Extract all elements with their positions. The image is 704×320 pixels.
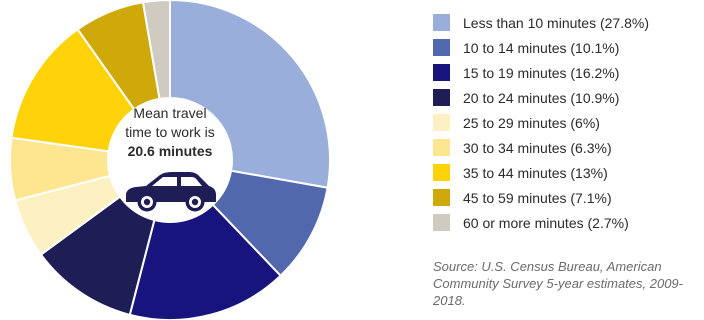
legend-label: 10 to 14 minutes (10.1%) [463, 39, 620, 56]
legend-label: 25 to 29 minutes (6%) [463, 114, 600, 131]
legend-label: 35 to 44 minutes (13%) [463, 164, 608, 181]
donut-slice-7 [10, 27, 136, 153]
legend-item-8: 45 to 59 minutes (7.1%) [433, 187, 649, 208]
donut-chart: Mean travel time to work is 20.6 minutes [0, 0, 350, 320]
center-label-line1: Mean travel [133, 105, 207, 121]
legend-item-3: 15 to 19 minutes (16.2%) [433, 62, 649, 83]
legend-item-4: 20 to 24 minutes (10.9%) [433, 87, 649, 108]
center-label-value: 20.6 minutes [127, 143, 213, 159]
legend-item-5: 25 to 29 minutes (6%) [433, 112, 649, 133]
legend-swatch [433, 64, 450, 81]
center-label-line2: time to work is [125, 124, 215, 140]
source-note: Source: U.S. Census Bureau, American Com… [433, 259, 683, 308]
donut-slice-9 [141, 0, 171, 101]
legend-item-7: 35 to 44 minutes (13%) [433, 162, 649, 183]
center-label: Mean travel time to work is 20.6 minutes [100, 104, 240, 161]
legend-swatch [433, 189, 450, 206]
legend-label: Less than 10 minutes (27.8%) [463, 14, 649, 31]
legend-swatch [433, 164, 450, 181]
legend-label: 45 to 59 minutes (7.1%) [463, 189, 612, 206]
legend-label: 60 or more minutes (2.7%) [463, 214, 629, 231]
legend-label: 20 to 24 minutes (10.9%) [463, 89, 620, 106]
legend-swatch [433, 139, 450, 156]
legend-swatch [433, 114, 450, 131]
legend-swatch [433, 14, 450, 31]
donut-svg [9, 0, 331, 320]
legend-item-1: Less than 10 minutes (27.8%) [433, 12, 649, 33]
donut-slice-3 [128, 203, 282, 320]
donut-slice-1 [169, 0, 331, 189]
legend-label: 15 to 19 minutes (16.2%) [463, 64, 620, 81]
car-icon [126, 172, 216, 212]
legend-label: 30 to 34 minutes (6.3%) [463, 139, 612, 156]
legend: Less than 10 minutes (27.8%) 10 to 14 min… [433, 12, 649, 237]
legend-item-2: 10 to 14 minutes (10.1%) [433, 37, 649, 58]
legend-swatch [433, 39, 450, 56]
legend-swatch [433, 214, 450, 231]
legend-swatch [433, 89, 450, 106]
legend-item-6: 30 to 34 minutes (6.3%) [433, 137, 649, 158]
legend-item-9: 60 or more minutes (2.7%) [433, 212, 649, 233]
